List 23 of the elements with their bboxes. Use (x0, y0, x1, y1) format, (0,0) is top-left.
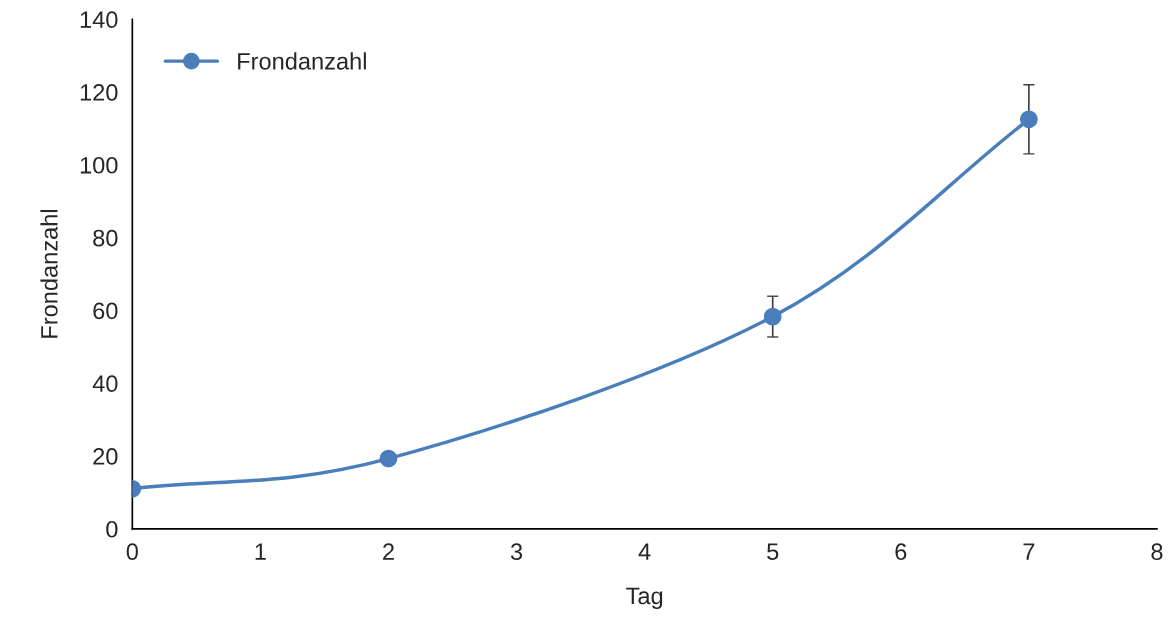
x-tick-label: 1 (255, 543, 266, 560)
point (1019, 110, 1038, 129)
y-tick-label: 80 (93, 229, 118, 247)
x-axis-title: Tag (626, 587, 663, 609)
y-tick-label: 20 (93, 448, 118, 465)
point (763, 307, 782, 326)
x-tick-label: 8 (1151, 543, 1163, 561)
point (379, 449, 398, 468)
x-tick-label: 7 (1023, 543, 1035, 560)
x-tick-label: 2 (383, 543, 394, 560)
x-tick-label: 4 (638, 543, 651, 560)
x-tick-label: 5 (767, 543, 779, 561)
x-tick-label: 0 (126, 543, 138, 561)
y-tick-label: 60 (93, 302, 118, 320)
legend-label: Frondanzahl (238, 52, 366, 70)
y-tick-label: 0 (106, 520, 118, 538)
y-tick-label: 40 (92, 375, 118, 393)
x-tick-label: 3 (510, 543, 523, 561)
x-tick-label: 6 (895, 543, 907, 561)
y-tick-label: 140 (80, 11, 118, 29)
y-axis-title: Frondanzahl (40, 209, 58, 338)
y-tick-label: 120 (80, 84, 118, 101)
y-tick-label: 100 (80, 156, 118, 174)
